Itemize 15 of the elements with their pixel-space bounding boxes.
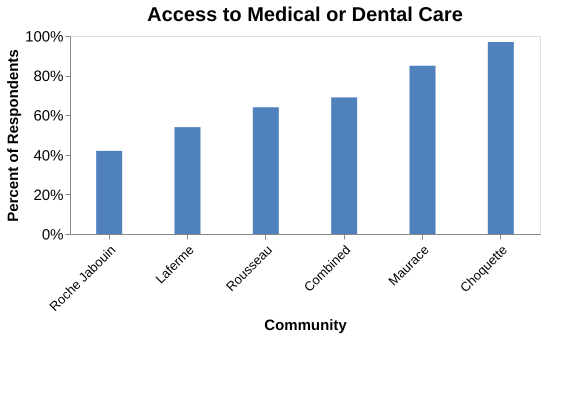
bar xyxy=(331,97,358,234)
bar xyxy=(174,127,200,234)
chart-title: Access to Medical or Dental Care xyxy=(147,4,463,26)
bar xyxy=(488,42,514,234)
y-tick-label: 60% xyxy=(33,108,64,125)
y-tick-label: 100% xyxy=(25,28,64,46)
y-axis-title: Percent of Respondents xyxy=(5,49,22,222)
bar xyxy=(410,66,436,234)
bar xyxy=(96,150,122,234)
bar xyxy=(252,107,279,234)
x-axis-title: Community xyxy=(264,317,348,334)
y-tick-label: 80% xyxy=(33,68,64,86)
y-tick-label: 20% xyxy=(33,186,64,204)
y-tick-label: 40% xyxy=(33,147,64,164)
y-tick-label: 0% xyxy=(42,226,64,244)
